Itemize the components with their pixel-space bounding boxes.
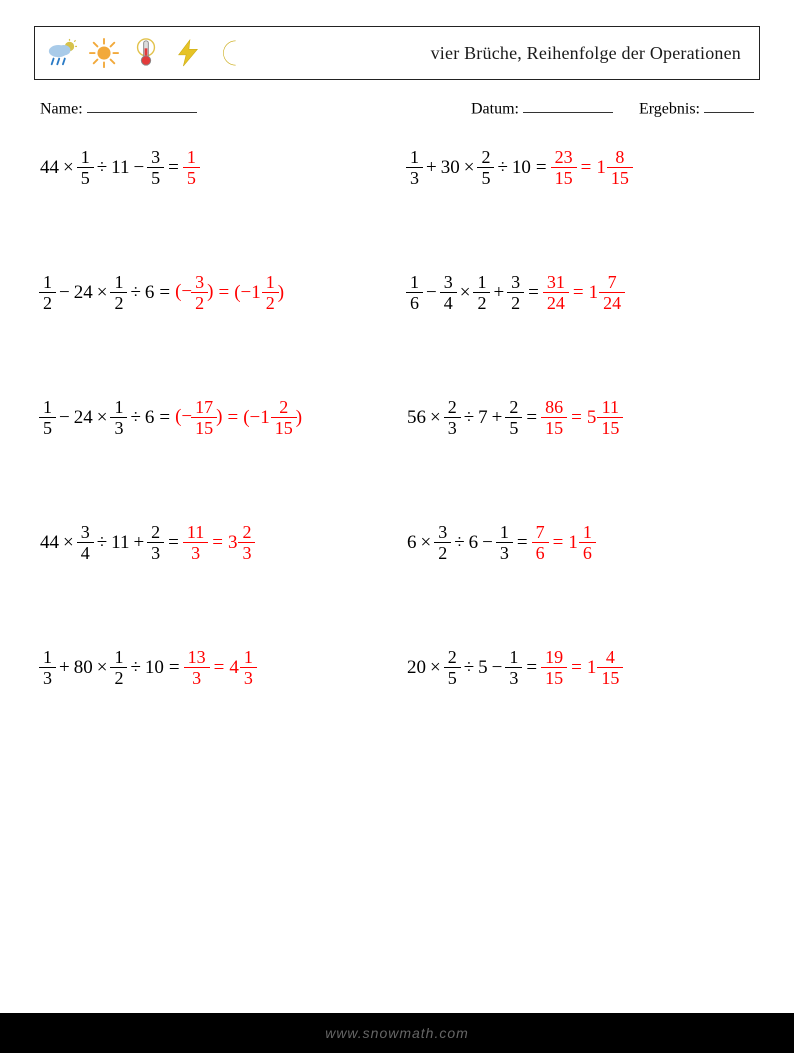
worksheet-title: vier Brüche, Reihenfolge der Operationen [431, 43, 741, 64]
problem-8: 6×32÷6−13=76=116 [407, 523, 754, 562]
header-box: vier Brüche, Reihenfolge der Operationen [34, 26, 760, 80]
meta-row: Name: Datum: Ergebnis: [34, 98, 760, 118]
lightning-icon [173, 38, 203, 68]
name-field: Name: [40, 98, 197, 118]
moon-icon [215, 38, 245, 68]
name-underline [87, 98, 197, 113]
cloud-rain-icon [47, 38, 77, 68]
name-label: Name: [40, 100, 83, 117]
problem-6: 56×23÷7+25=8615=51115 [407, 398, 754, 437]
problem-10: 20×25÷5−13=1915=1415 [407, 648, 754, 687]
header-icons [47, 38, 245, 68]
date-label: Datum: [471, 100, 519, 117]
date-underline [523, 98, 613, 113]
problem-3: 12−24×12÷6=−32=−112 [40, 273, 387, 312]
footer: www.snowmath.com [0, 1013, 794, 1053]
footer-text: www.snowmath.com [325, 1025, 469, 1041]
problem-7: 44×34÷11+23=113=323 [40, 523, 387, 562]
problem-4: 16−34×12+32=3124=1724 [407, 273, 754, 312]
problem-5: 15−24×13÷6=−1715=−1215 [40, 398, 387, 437]
thermometer-icon [131, 38, 161, 68]
sun-icon [89, 38, 119, 68]
result-label: Ergebnis: [639, 100, 700, 117]
problem-2: 13+30×25÷10=2315=1815 [407, 148, 754, 187]
problem-9: 13+80×12÷10=133=413 [40, 648, 387, 687]
problems-grid: 44×15÷11−35=15 13+30×25÷10=2315=1815 12−24… [34, 148, 760, 687]
result-underline [704, 98, 754, 113]
problem-1: 44×15÷11−35=15 [40, 148, 387, 187]
right-fields: Datum: Ergebnis: [471, 98, 754, 118]
